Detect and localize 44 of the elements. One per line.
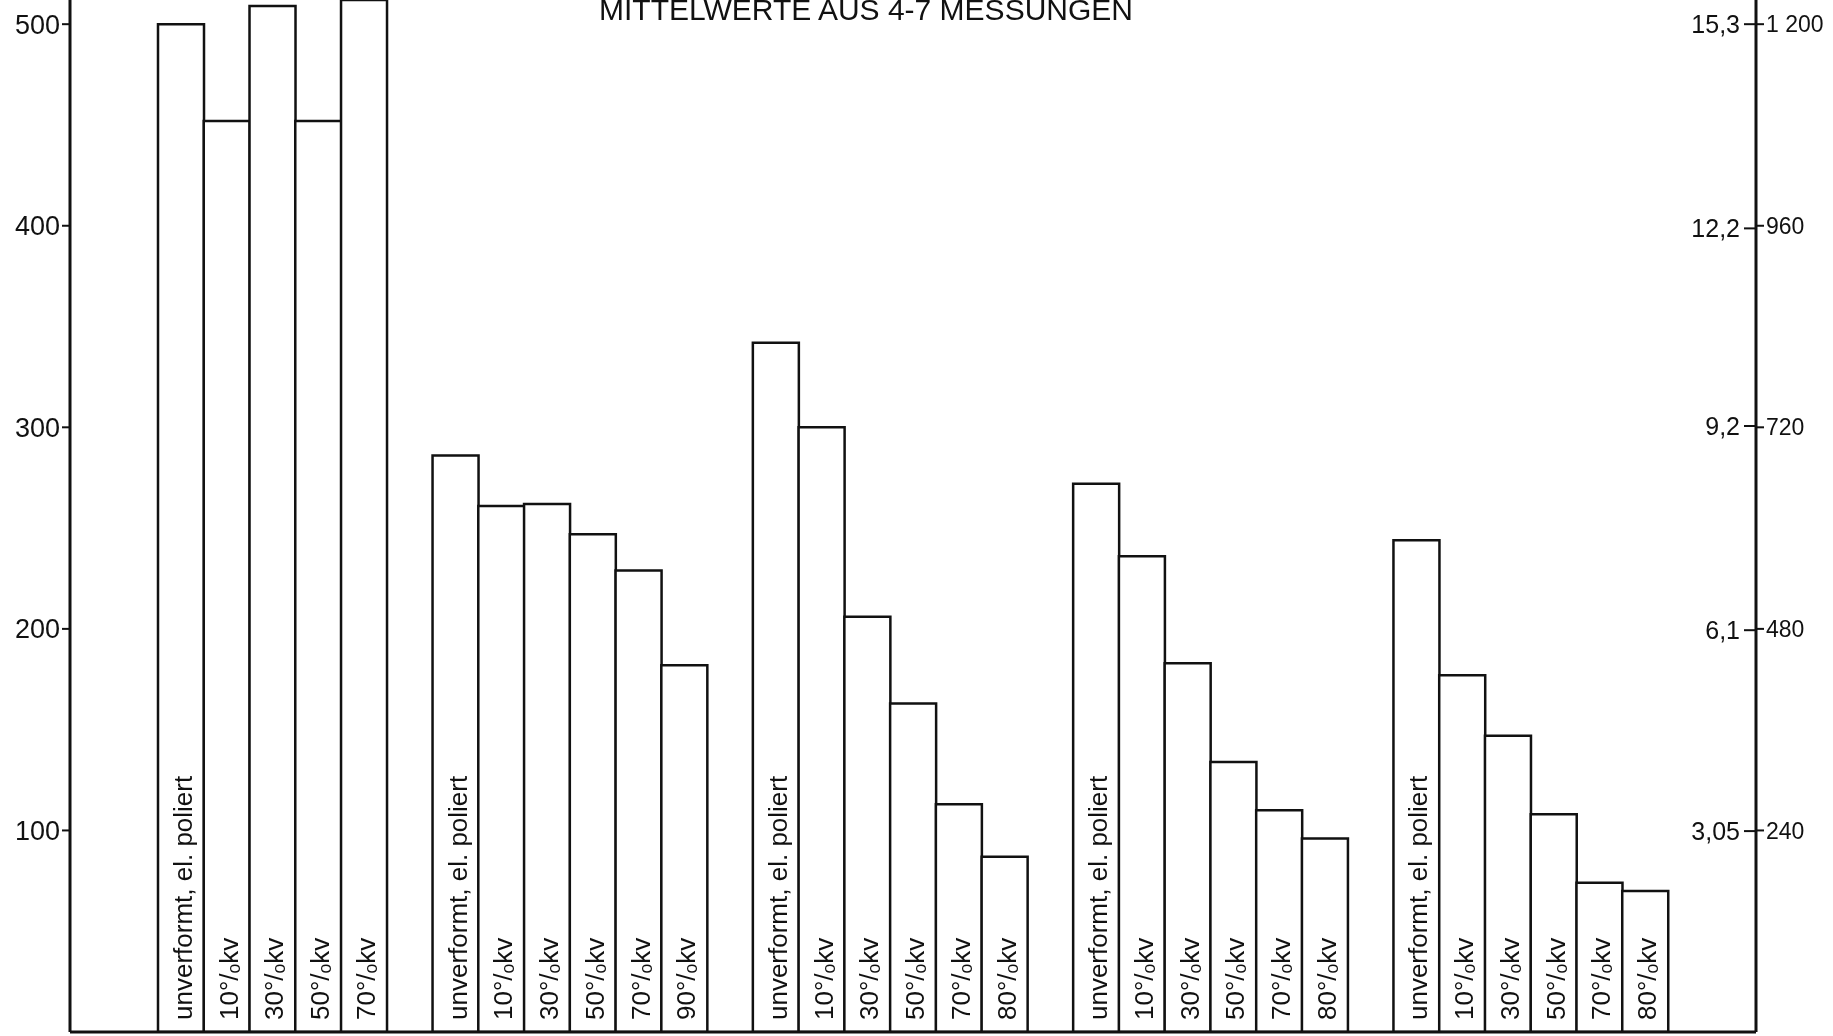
x-tick-label: 50°/ₒkv bbox=[1540, 937, 1571, 1020]
y3-tick-label: 9,2 bbox=[1705, 411, 1740, 440]
x-tick-label: unverformt, el. poliert bbox=[442, 775, 473, 1020]
x-tick-label: 10°/ₒkv bbox=[1449, 937, 1480, 1020]
x-tick-label: 50°/ₒkv bbox=[900, 937, 931, 1020]
y3-tick-label: 6,1 bbox=[1705, 615, 1740, 644]
x-tick-label: 10°/ₒkv bbox=[808, 937, 839, 1020]
y-tick-label: 200 bbox=[14, 614, 60, 645]
x-tick-label: 30°/ₒkv bbox=[1174, 937, 1205, 1020]
x-tick-label: 70°/ₒkv bbox=[625, 937, 656, 1020]
y3-tick-label: 3,05 bbox=[1691, 816, 1740, 845]
y2-tick-label: 240 bbox=[1766, 817, 1805, 844]
y2-tick-label: 720 bbox=[1766, 414, 1805, 441]
x-tick-label: 70°/ₒkv bbox=[351, 937, 382, 1020]
x-tick-label: 30°/ₒkv bbox=[259, 937, 290, 1020]
x-tick-label: 10°/ₒkv bbox=[1128, 937, 1159, 1020]
x-tick-label: 10°/ₒkv bbox=[488, 937, 519, 1020]
x-tick-label: 30°/ₒkv bbox=[534, 937, 565, 1020]
x-tick-label: 80°/ₒkv bbox=[1632, 937, 1663, 1020]
x-tick-label: 10°/ₒkv bbox=[213, 937, 244, 1020]
x-tick-label: 80°/ₒkv bbox=[1311, 937, 1342, 1020]
x-tick-label: 90°/ₒkv bbox=[671, 937, 702, 1020]
x-tick-label: 80°/ₒkv bbox=[991, 937, 1022, 1020]
y-tick-label: 500 bbox=[14, 9, 60, 40]
x-tick-label: 30°/ₒkv bbox=[1494, 937, 1525, 1020]
y2-tick-label: 480 bbox=[1766, 616, 1805, 643]
x-tick-label: unverformt, el. poliert bbox=[1403, 775, 1434, 1020]
y-tick-label: 100 bbox=[14, 816, 60, 847]
y2-tick-label: 1 200 bbox=[1766, 11, 1824, 38]
x-tick-label: unverformt, el. poliert bbox=[1083, 775, 1114, 1020]
y-tick-label: 300 bbox=[14, 412, 60, 443]
x-tick-label: 50°/ₒkv bbox=[1220, 937, 1251, 1020]
y2-tick-label: 960 bbox=[1766, 212, 1805, 239]
y-tick-label: 400 bbox=[14, 211, 60, 242]
x-tick-label: 70°/ₒkv bbox=[1586, 937, 1617, 1020]
x-tick-label: 70°/ₒkv bbox=[1266, 937, 1297, 1020]
y3-tick-label: 12,2 bbox=[1691, 214, 1740, 243]
x-tick-label: 30°/ₒkv bbox=[854, 937, 885, 1020]
x-tick-label: unverformt, el. poliert bbox=[762, 775, 793, 1020]
x-tick-label: 50°/ₒkv bbox=[305, 937, 336, 1020]
y3-tick-label: 15,3 bbox=[1691, 9, 1740, 38]
x-tick-label: 70°/ₒkv bbox=[945, 937, 976, 1020]
x-tick-label: unverformt, el. poliert bbox=[167, 775, 198, 1020]
x-tick-label: 50°/ₒkv bbox=[579, 937, 610, 1020]
